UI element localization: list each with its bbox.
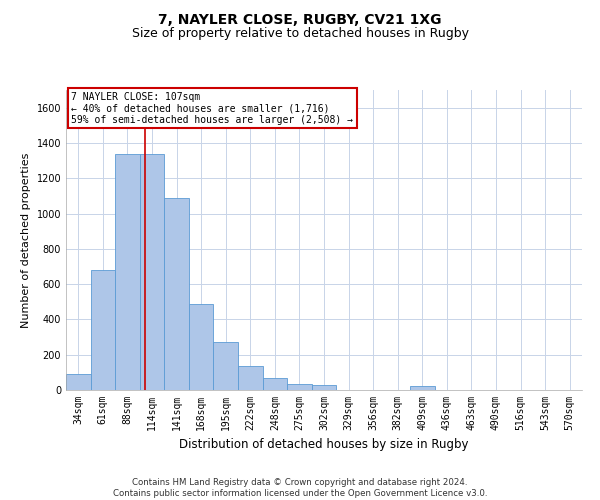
Bar <box>140 154 164 390</box>
Bar <box>66 374 91 390</box>
Text: 7, NAYLER CLOSE, RUGBY, CV21 1XG: 7, NAYLER CLOSE, RUGBY, CV21 1XG <box>158 12 442 26</box>
Text: 7 NAYLER CLOSE: 107sqm
← 40% of detached houses are smaller (1,716)
59% of semi-: 7 NAYLER CLOSE: 107sqm ← 40% of detached… <box>71 92 353 124</box>
Bar <box>410 386 434 390</box>
Bar <box>189 304 214 390</box>
Bar <box>214 342 238 390</box>
Bar <box>312 384 336 390</box>
Bar <box>91 270 115 390</box>
Text: Size of property relative to detached houses in Rugby: Size of property relative to detached ho… <box>131 28 469 40</box>
Bar <box>287 384 312 390</box>
Y-axis label: Number of detached properties: Number of detached properties <box>21 152 31 328</box>
Bar <box>263 378 287 390</box>
Text: Contains HM Land Registry data © Crown copyright and database right 2024.
Contai: Contains HM Land Registry data © Crown c… <box>113 478 487 498</box>
Bar <box>164 198 189 390</box>
Bar <box>238 366 263 390</box>
X-axis label: Distribution of detached houses by size in Rugby: Distribution of detached houses by size … <box>179 438 469 452</box>
Bar <box>115 154 140 390</box>
